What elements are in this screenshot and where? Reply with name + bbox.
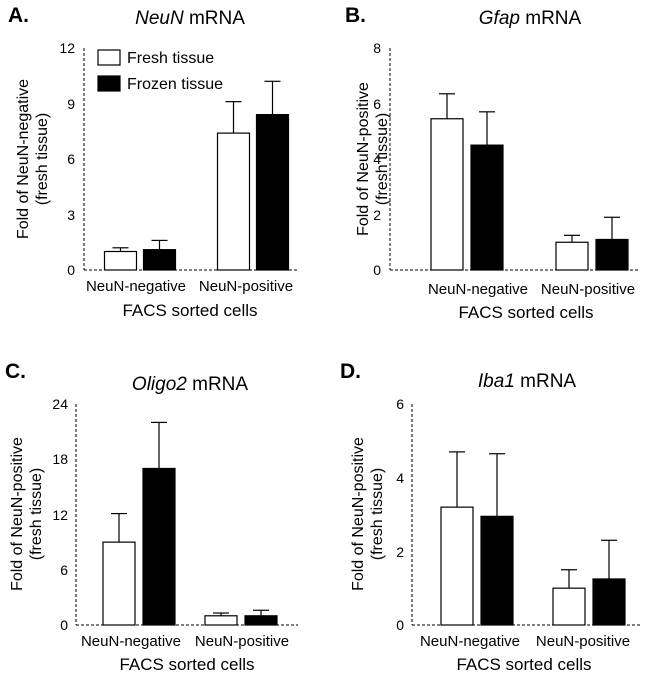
plot-area xyxy=(389,48,640,271)
x-category-label: NeuN-positive xyxy=(195,633,289,650)
y-axis-label: Fold of NeuN-positive (fresh tissue) xyxy=(355,82,391,236)
y-tick-label: 6 xyxy=(67,151,75,167)
y-tick-label: 18 xyxy=(52,451,68,467)
y-axis-label: Fold of NeuN-negative (fresh tissue) xyxy=(15,79,51,239)
y-tick-label: 2 xyxy=(396,544,404,560)
panel-a: A. NeuN mRNA Fold of NeuN-negative (fres… xyxy=(8,4,298,320)
title-suffix: mRNA xyxy=(184,8,246,29)
x-category-label: NeuN-positive xyxy=(199,278,293,295)
panel-letter: A. xyxy=(8,4,29,27)
bar xyxy=(440,506,474,626)
legend-label-fresh: Fresh tissue xyxy=(127,50,214,67)
title-suffix: mRNA xyxy=(515,371,577,392)
panel-letter: B. xyxy=(345,4,366,27)
plot-area xyxy=(75,404,298,626)
y-tick-label: 8 xyxy=(373,40,381,56)
bar xyxy=(255,113,290,271)
x-category-label: NeuN-negative xyxy=(86,278,186,295)
gene-name: Gfap xyxy=(479,8,520,29)
x-category-label: NeuN-negative xyxy=(428,281,528,298)
legend-label-frozen: Frozen tissue xyxy=(127,76,223,93)
y-tick-label: 2 xyxy=(373,207,381,223)
panel-letter: D. xyxy=(340,360,361,383)
legend: Fresh tissue Frozen tissue xyxy=(97,49,223,93)
y-tick-label: 9 xyxy=(67,96,75,112)
x-axis-label: FACS sorted cells xyxy=(119,655,254,673)
gene-name: NeuN xyxy=(135,8,184,29)
y-tick-label: 0 xyxy=(396,617,404,633)
bar xyxy=(244,615,278,626)
x-category-label: NeuN-negative xyxy=(81,633,181,650)
bar xyxy=(216,132,251,271)
y-tick-label: 6 xyxy=(396,396,404,412)
bar xyxy=(102,541,136,626)
x-category-label: NeuN-positive xyxy=(541,281,635,298)
plot-area xyxy=(83,48,298,271)
y-tick-label: 12 xyxy=(52,507,68,523)
legend-swatch-frozen xyxy=(97,75,121,92)
y-tick-label: 3 xyxy=(67,207,75,223)
chart-title: NeuN mRNA xyxy=(135,8,245,29)
y-axis-label-line2: (fresh tissue) xyxy=(34,113,51,205)
y-axis-label-line1: Fold of NeuN-positive xyxy=(355,82,372,236)
y-tick-label: 12 xyxy=(59,40,75,56)
y-axis-label-line2: (fresh tissue) xyxy=(369,468,386,560)
chart-title: Iba1 mRNA xyxy=(478,371,577,392)
x-axis-label: FACS sorted cells xyxy=(122,301,257,320)
y-tick-label: 4 xyxy=(373,151,381,167)
y-axis-label: Fold of NeuN-positive (fresh tissue) xyxy=(350,437,386,591)
bar xyxy=(470,144,504,271)
y-axis-label-line1: Fold of NeuN-negative xyxy=(15,79,32,239)
y-axis-label-line1: Fold of NeuN-positive xyxy=(350,437,367,591)
x-category-label: NeuN-positive xyxy=(536,633,630,650)
plot-area xyxy=(411,404,640,626)
bar xyxy=(480,515,514,626)
y-tick-label: 6 xyxy=(373,96,381,112)
y-tick-label: 0 xyxy=(67,262,75,278)
gene-name: Iba1 xyxy=(478,371,515,392)
bar xyxy=(430,118,464,271)
gene-name: Oligo2 xyxy=(132,374,187,395)
legend-swatch-fresh xyxy=(97,49,121,66)
bar xyxy=(142,249,177,271)
bar xyxy=(142,467,176,626)
bar xyxy=(552,587,586,626)
y-tick-label: 6 xyxy=(60,562,68,578)
y-axis-label-line1: Fold of NeuN-positive xyxy=(9,437,26,591)
y-tick-label: 4 xyxy=(396,470,404,486)
x-category-label: NeuN-negative xyxy=(420,633,520,650)
y-axis-label-line2: (fresh tissue) xyxy=(374,113,391,205)
chart-title: Oligo2 mRNA xyxy=(132,374,248,395)
title-suffix: mRNA xyxy=(187,374,249,395)
x-axis-label: FACS sorted cells xyxy=(458,303,593,322)
y-axis-label: Fold of NeuN-positive (fresh tissue) xyxy=(9,437,45,591)
bar xyxy=(592,578,626,626)
bar xyxy=(555,241,589,271)
y-tick-label: 24 xyxy=(52,396,68,412)
title-suffix: mRNA xyxy=(520,8,582,29)
y-axis-label-line2: (fresh tissue) xyxy=(28,468,45,560)
bar xyxy=(204,615,238,626)
panel-b: B. Gfap mRNA Fold of NeuN-positive (fres… xyxy=(345,4,640,322)
panel-d: D. Iba1 mRNA Fold of NeuN-positive (fres… xyxy=(340,360,640,673)
chart-title: Gfap mRNA xyxy=(479,8,582,29)
panel-c: C. Oligo2 mRNA Fold of NeuN-positive (fr… xyxy=(5,360,298,673)
bar xyxy=(595,238,629,271)
panel-letter: C. xyxy=(5,360,26,383)
bar xyxy=(103,250,138,271)
y-tick-label: 0 xyxy=(373,262,381,278)
y-tick-label: 0 xyxy=(60,617,68,633)
x-axis-label: FACS sorted cells xyxy=(456,655,591,673)
